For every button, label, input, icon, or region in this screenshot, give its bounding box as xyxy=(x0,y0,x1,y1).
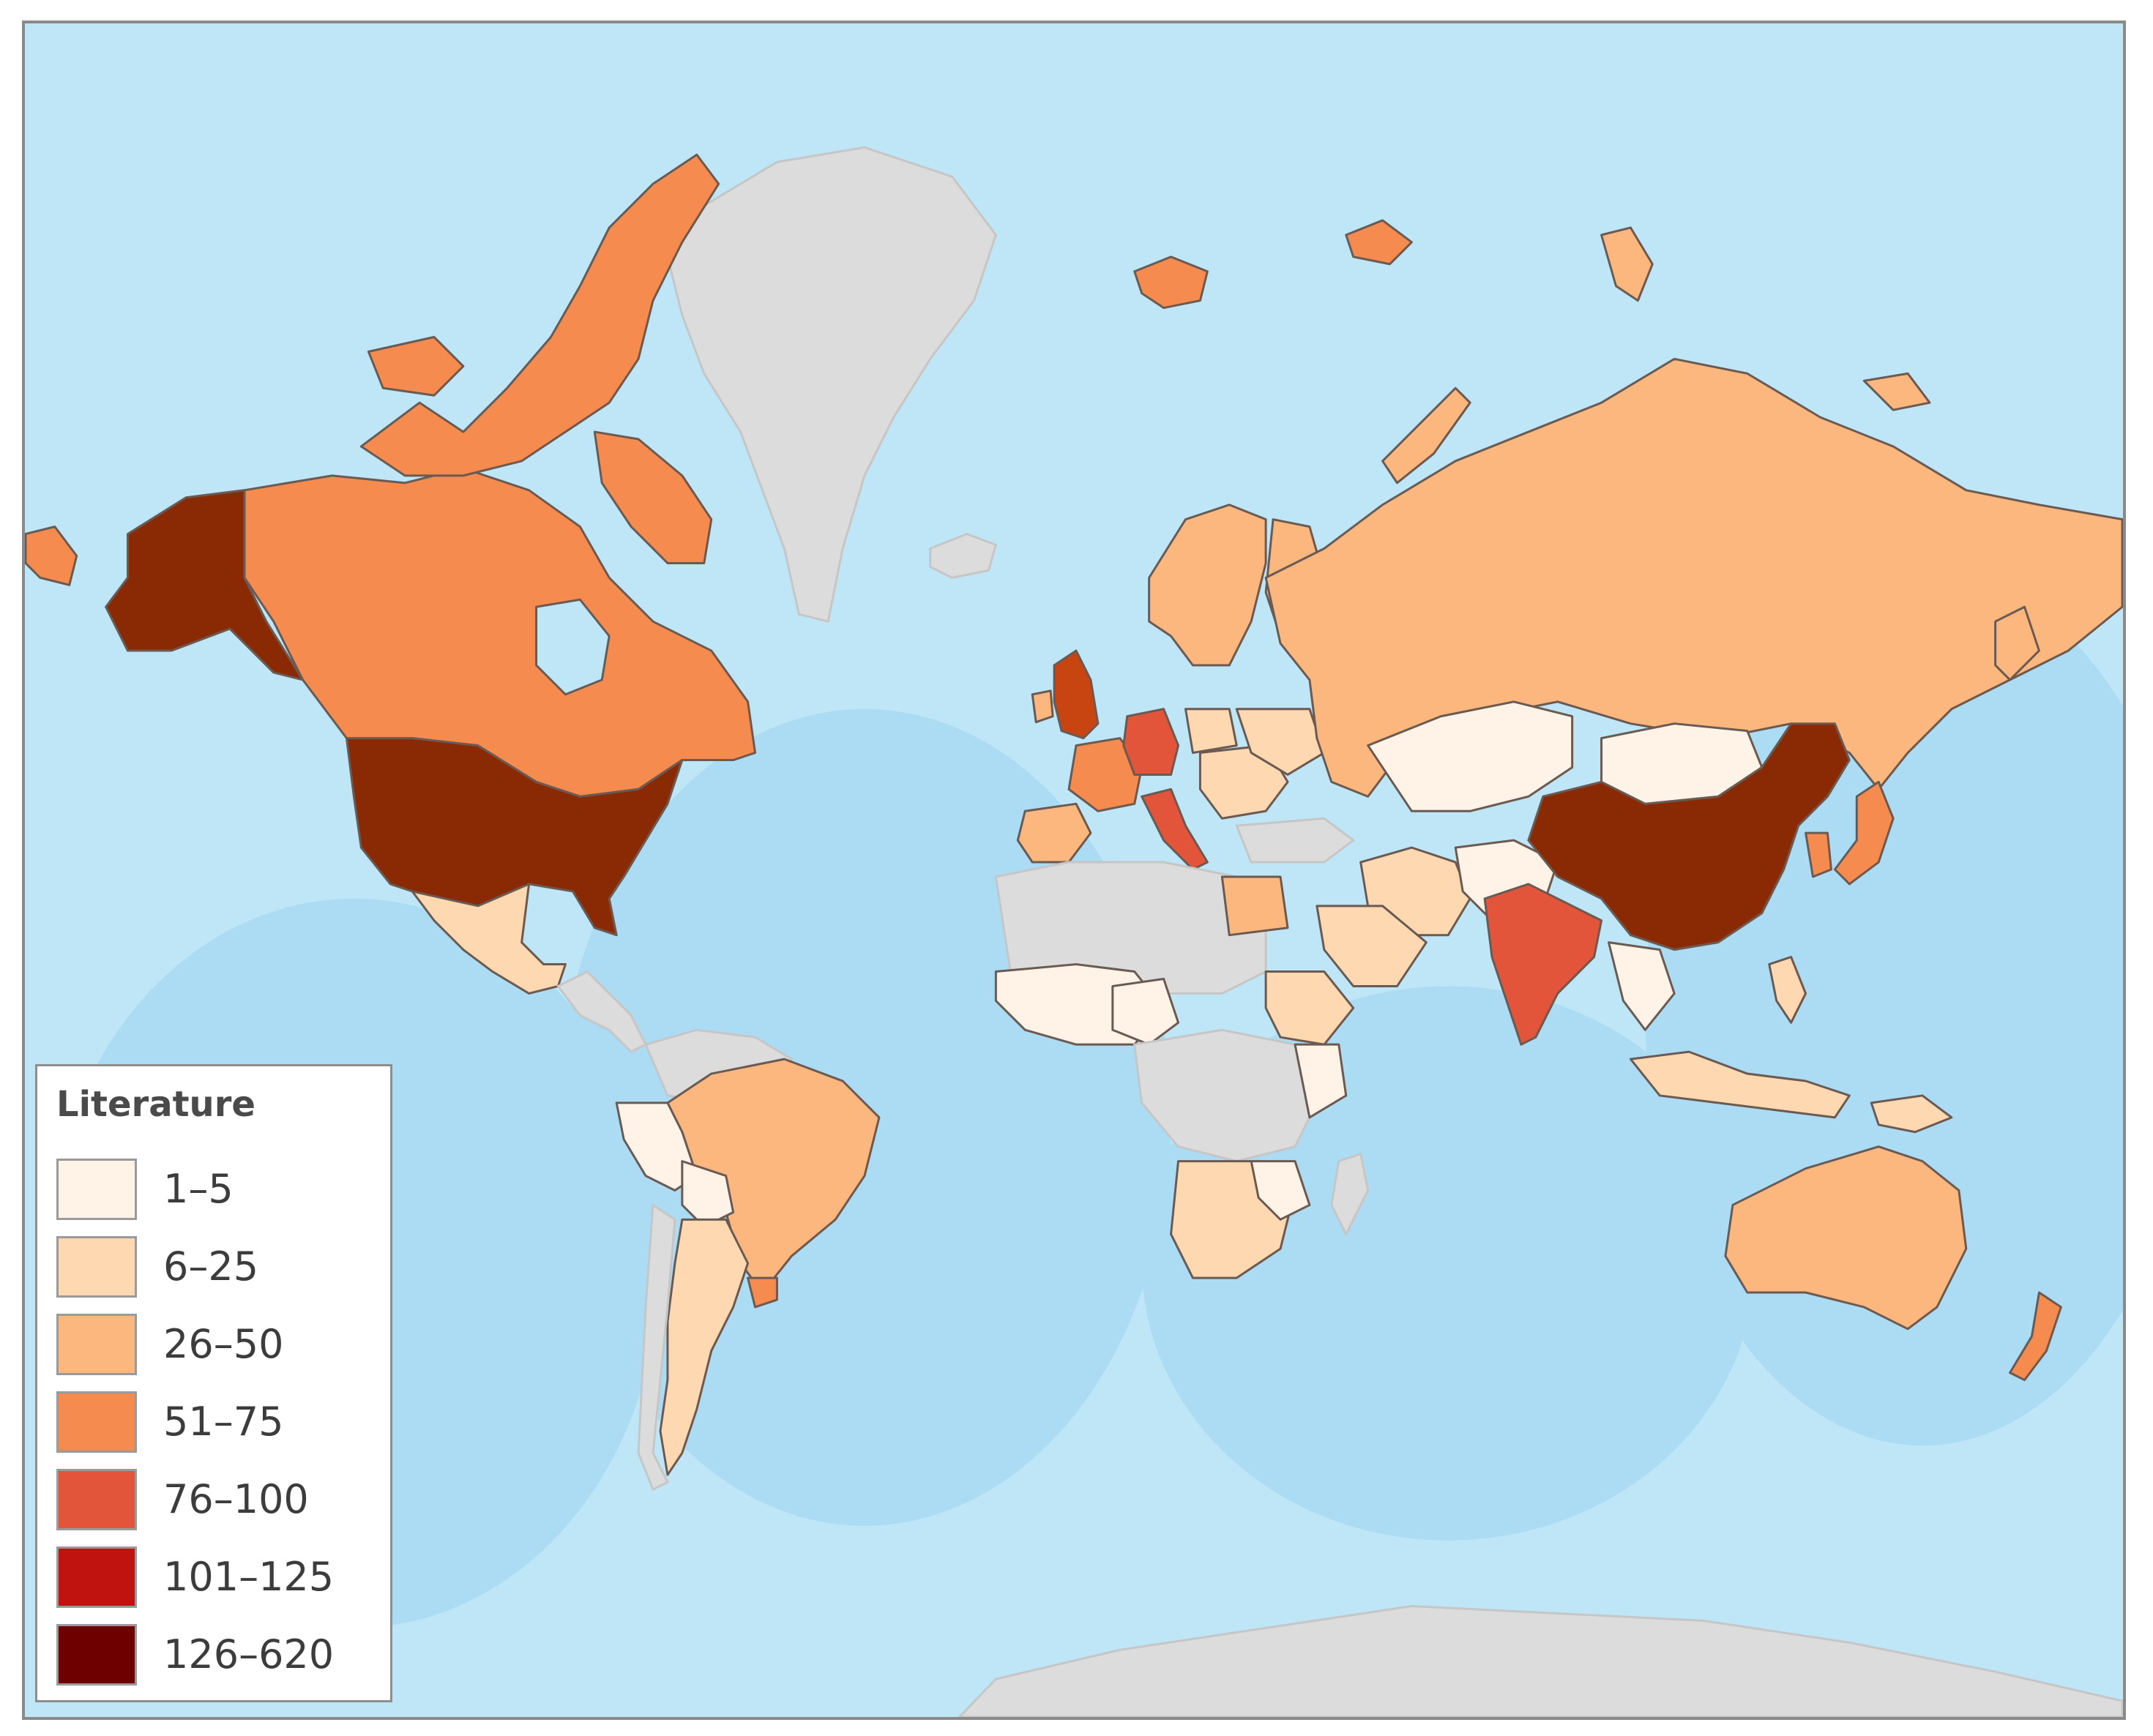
ukraine[interactable] xyxy=(1235,708,1326,776)
central-africa[interactable] xyxy=(1133,1028,1326,1163)
arctic-island-west[interactable] xyxy=(367,336,465,397)
franz-josef-land[interactable] xyxy=(1345,219,1413,266)
legend-swatch xyxy=(56,1546,137,1608)
indonesia[interactable] xyxy=(1629,1050,1851,1119)
legend-item-7: 126–620 xyxy=(56,1624,378,1686)
legend-label: 76–100 xyxy=(163,1476,309,1522)
severnaya-zemlya[interactable] xyxy=(1600,226,1654,302)
legend-swatch xyxy=(56,1236,137,1298)
legend-item-5: 76–100 xyxy=(56,1469,378,1530)
southeast-asia[interactable] xyxy=(1607,941,1676,1031)
greenland[interactable] xyxy=(666,146,998,624)
united-states[interactable] xyxy=(345,737,684,937)
france[interactable] xyxy=(1067,737,1143,812)
legend-swatch xyxy=(56,1159,137,1220)
china[interactable] xyxy=(1527,722,1851,951)
kazakhstan[interactable] xyxy=(1367,700,1574,812)
map-frame: Literature 1–5 6–25 26–50 51–75 76–100 1… xyxy=(22,20,2126,1720)
alaska[interactable] xyxy=(105,489,305,681)
legend-label: 101–125 xyxy=(163,1554,335,1600)
legend-label: 6–25 xyxy=(163,1243,259,1290)
poland[interactable] xyxy=(1184,708,1238,755)
legend-label: 1–5 xyxy=(163,1166,234,1212)
argentina[interactable] xyxy=(659,1218,750,1476)
new-zealand[interactable] xyxy=(2009,1291,2062,1382)
germany[interactable] xyxy=(1122,708,1180,776)
legend-label: 26–50 xyxy=(163,1321,284,1367)
legend-swatch xyxy=(56,1314,137,1375)
legend-item-2: 6–25 xyxy=(56,1236,378,1298)
ireland[interactable] xyxy=(1031,689,1054,724)
turkey[interactable] xyxy=(1235,817,1356,864)
legend-item-6: 101–125 xyxy=(56,1546,378,1608)
legend-item-4: 51–75 xyxy=(56,1391,378,1453)
mexico[interactable] xyxy=(411,883,567,995)
india[interactable] xyxy=(1483,883,1603,1046)
kamchatka[interactable] xyxy=(1994,605,2040,681)
saudi-arabia[interactable] xyxy=(1316,905,1428,987)
norway-sweden[interactable] xyxy=(1148,504,1267,667)
uruguay[interactable] xyxy=(747,1276,778,1309)
legend-swatch xyxy=(56,1624,137,1686)
egypt[interactable] xyxy=(1220,875,1289,937)
korea[interactable] xyxy=(1805,831,1832,878)
canada[interactable] xyxy=(243,467,757,798)
madagascar[interactable] xyxy=(1330,1152,1370,1237)
japan[interactable] xyxy=(1833,780,1895,886)
legend-swatch xyxy=(56,1469,137,1530)
papua-new-guinea[interactable] xyxy=(1870,1094,1953,1134)
antarctica[interactable] xyxy=(958,1605,2123,1717)
chile[interactable] xyxy=(637,1202,676,1492)
philippines[interactable] xyxy=(1768,956,1807,1024)
baffin-island[interactable] xyxy=(593,430,713,564)
italy[interactable] xyxy=(1141,787,1209,871)
iceland[interactable] xyxy=(929,532,998,579)
aleutian-islands[interactable] xyxy=(25,525,78,586)
canadian-arctic-islands[interactable] xyxy=(359,153,720,477)
legend-label: 126–620 xyxy=(163,1631,335,1677)
nigeria[interactable] xyxy=(1111,977,1180,1046)
legend-title: Literature xyxy=(56,1084,255,1125)
legend: Literature 1–5 6–25 26–50 51–75 76–100 1… xyxy=(35,1064,392,1702)
legend-item-3: 26–50 xyxy=(56,1314,378,1375)
canada-hudson-bay[interactable] xyxy=(535,598,611,696)
new-siberian-islands[interactable] xyxy=(1862,372,1931,411)
legend-label: 51–75 xyxy=(163,1399,284,1445)
united-kingdom[interactable] xyxy=(1053,649,1100,740)
svalbard[interactable] xyxy=(1133,255,1209,310)
east-africa[interactable] xyxy=(1294,1043,1348,1119)
novaya-zemlya[interactable] xyxy=(1381,386,1471,484)
legend-swatch xyxy=(56,1391,137,1453)
legend-item-1: 1–5 xyxy=(56,1159,378,1220)
russia[interactable] xyxy=(1264,357,2123,798)
south-africa-east[interactable] xyxy=(1250,1160,1311,1221)
australia[interactable] xyxy=(1724,1145,1968,1331)
